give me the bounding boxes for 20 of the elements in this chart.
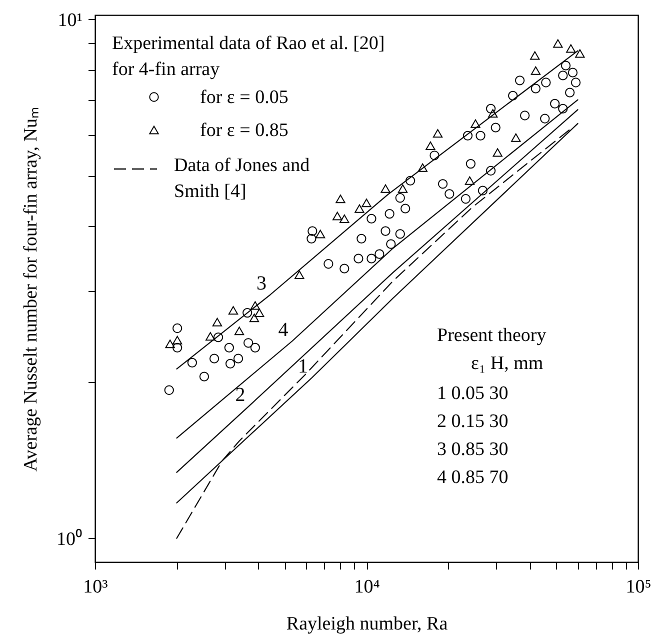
series-label: 2: [235, 384, 246, 406]
x-tick-label: 10⁵: [626, 576, 652, 598]
series-label: 4: [278, 319, 288, 342]
x-tick-label: 10⁴: [354, 576, 380, 598]
y-axis-title: Average Nusselt number for four-fin array, Nuₘ: [20, 106, 42, 472]
series-label: 3: [256, 272, 266, 295]
legend-label: Data of Jones and Smith [4]: [174, 155, 310, 202]
annotation: Present theory: [437, 325, 547, 346]
legend-label: for ε = 0.85: [200, 120, 288, 141]
y-tick-label: 10¹: [58, 10, 83, 31]
annotation: 1 0.05 30: [437, 383, 508, 404]
legend-label: for ε = 0.05: [200, 87, 288, 108]
x-axis-title: Rayleigh number, Ra: [286, 614, 448, 634]
annotation: ε₁ H, mm: [471, 353, 544, 374]
series-label: 1: [298, 356, 308, 378]
x-tick-label: 10³: [83, 576, 108, 598]
annotation: 2 0.15 30: [437, 411, 508, 432]
y-tick-label: 10⁰: [56, 528, 82, 550]
annotation: 3 0.85 30: [437, 439, 508, 460]
annotation: 4 0.85 70: [437, 467, 508, 488]
